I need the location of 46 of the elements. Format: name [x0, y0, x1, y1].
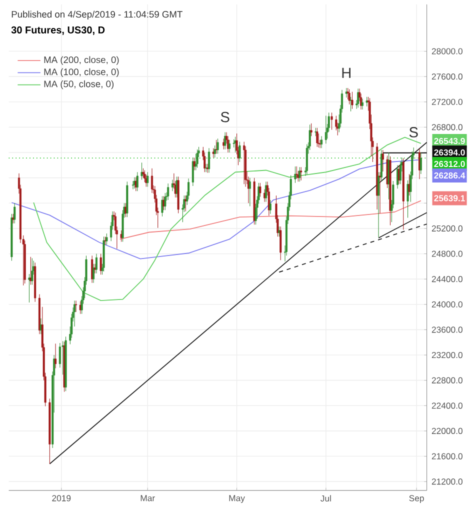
legend-label: MA (100, close, 0)	[44, 68, 119, 77]
y-tick-label: 25200.0	[432, 225, 462, 232]
y-tick-label: 21200.0	[432, 478, 462, 485]
data-label: 25639.1	[434, 195, 465, 202]
line-series	[33, 136, 422, 302]
legend-label: MA (50, close, 0)	[44, 80, 114, 90]
y-tick-label: 22400.0	[432, 402, 462, 409]
y-tick-label: 23200.0	[432, 352, 462, 358]
y-tick-label: 23600.0	[432, 326, 462, 333]
candlestick	[192, 157, 194, 186]
candlestick	[300, 166, 302, 181]
candlestick	[54, 343, 57, 369]
x-tick-label: May	[229, 495, 245, 503]
data-label: 26286.4	[434, 172, 466, 179]
x-tick-label: Sep	[409, 495, 424, 504]
annotation: S	[409, 127, 418, 138]
line-series	[119, 200, 422, 240]
candlestick	[146, 172, 149, 187]
candlestick	[238, 141, 241, 162]
y-tick-label: 26800.0	[432, 124, 462, 130]
y-tick-label: 24000.0	[432, 301, 462, 308]
y-tick-label: 27600.0	[432, 74, 462, 80]
x-tick-label: Jul	[320, 495, 331, 502]
y-tick-label: 22000.0	[432, 428, 462, 434]
y-tick-label: 24400.0	[432, 276, 462, 282]
annotation: S	[220, 112, 230, 122]
y-tick-label: 27200.0	[432, 98, 462, 105]
data-label: 26394.0	[434, 149, 465, 156]
y-tick-label: 21600.0	[432, 453, 462, 460]
candlestick	[208, 148, 210, 174]
legend-label: MA (200, close, 0)	[44, 56, 119, 65]
ref-line-label: 26312.0	[434, 160, 465, 168]
candlestick	[366, 96, 368, 107]
candlestick	[324, 116, 327, 144]
candlestick	[259, 182, 262, 198]
y-tick-label: 24800.0	[432, 250, 462, 257]
text: 30 Futures, US30, D	[11, 26, 105, 35]
candlestick	[345, 88, 348, 98]
annotation: Published on 4/Sep/2019 - 11:04:59 GMT	[12, 10, 182, 20]
y-tick-label: 28000.0	[432, 48, 462, 54]
annotation: H	[342, 68, 350, 78]
y-tick-label: 22800.0	[432, 377, 462, 384]
x-tick-label: Mar	[140, 495, 155, 502]
data-label: 26543.9	[434, 138, 465, 144]
x-tick-label: 2019	[52, 495, 71, 502]
candlestick	[330, 112, 333, 130]
